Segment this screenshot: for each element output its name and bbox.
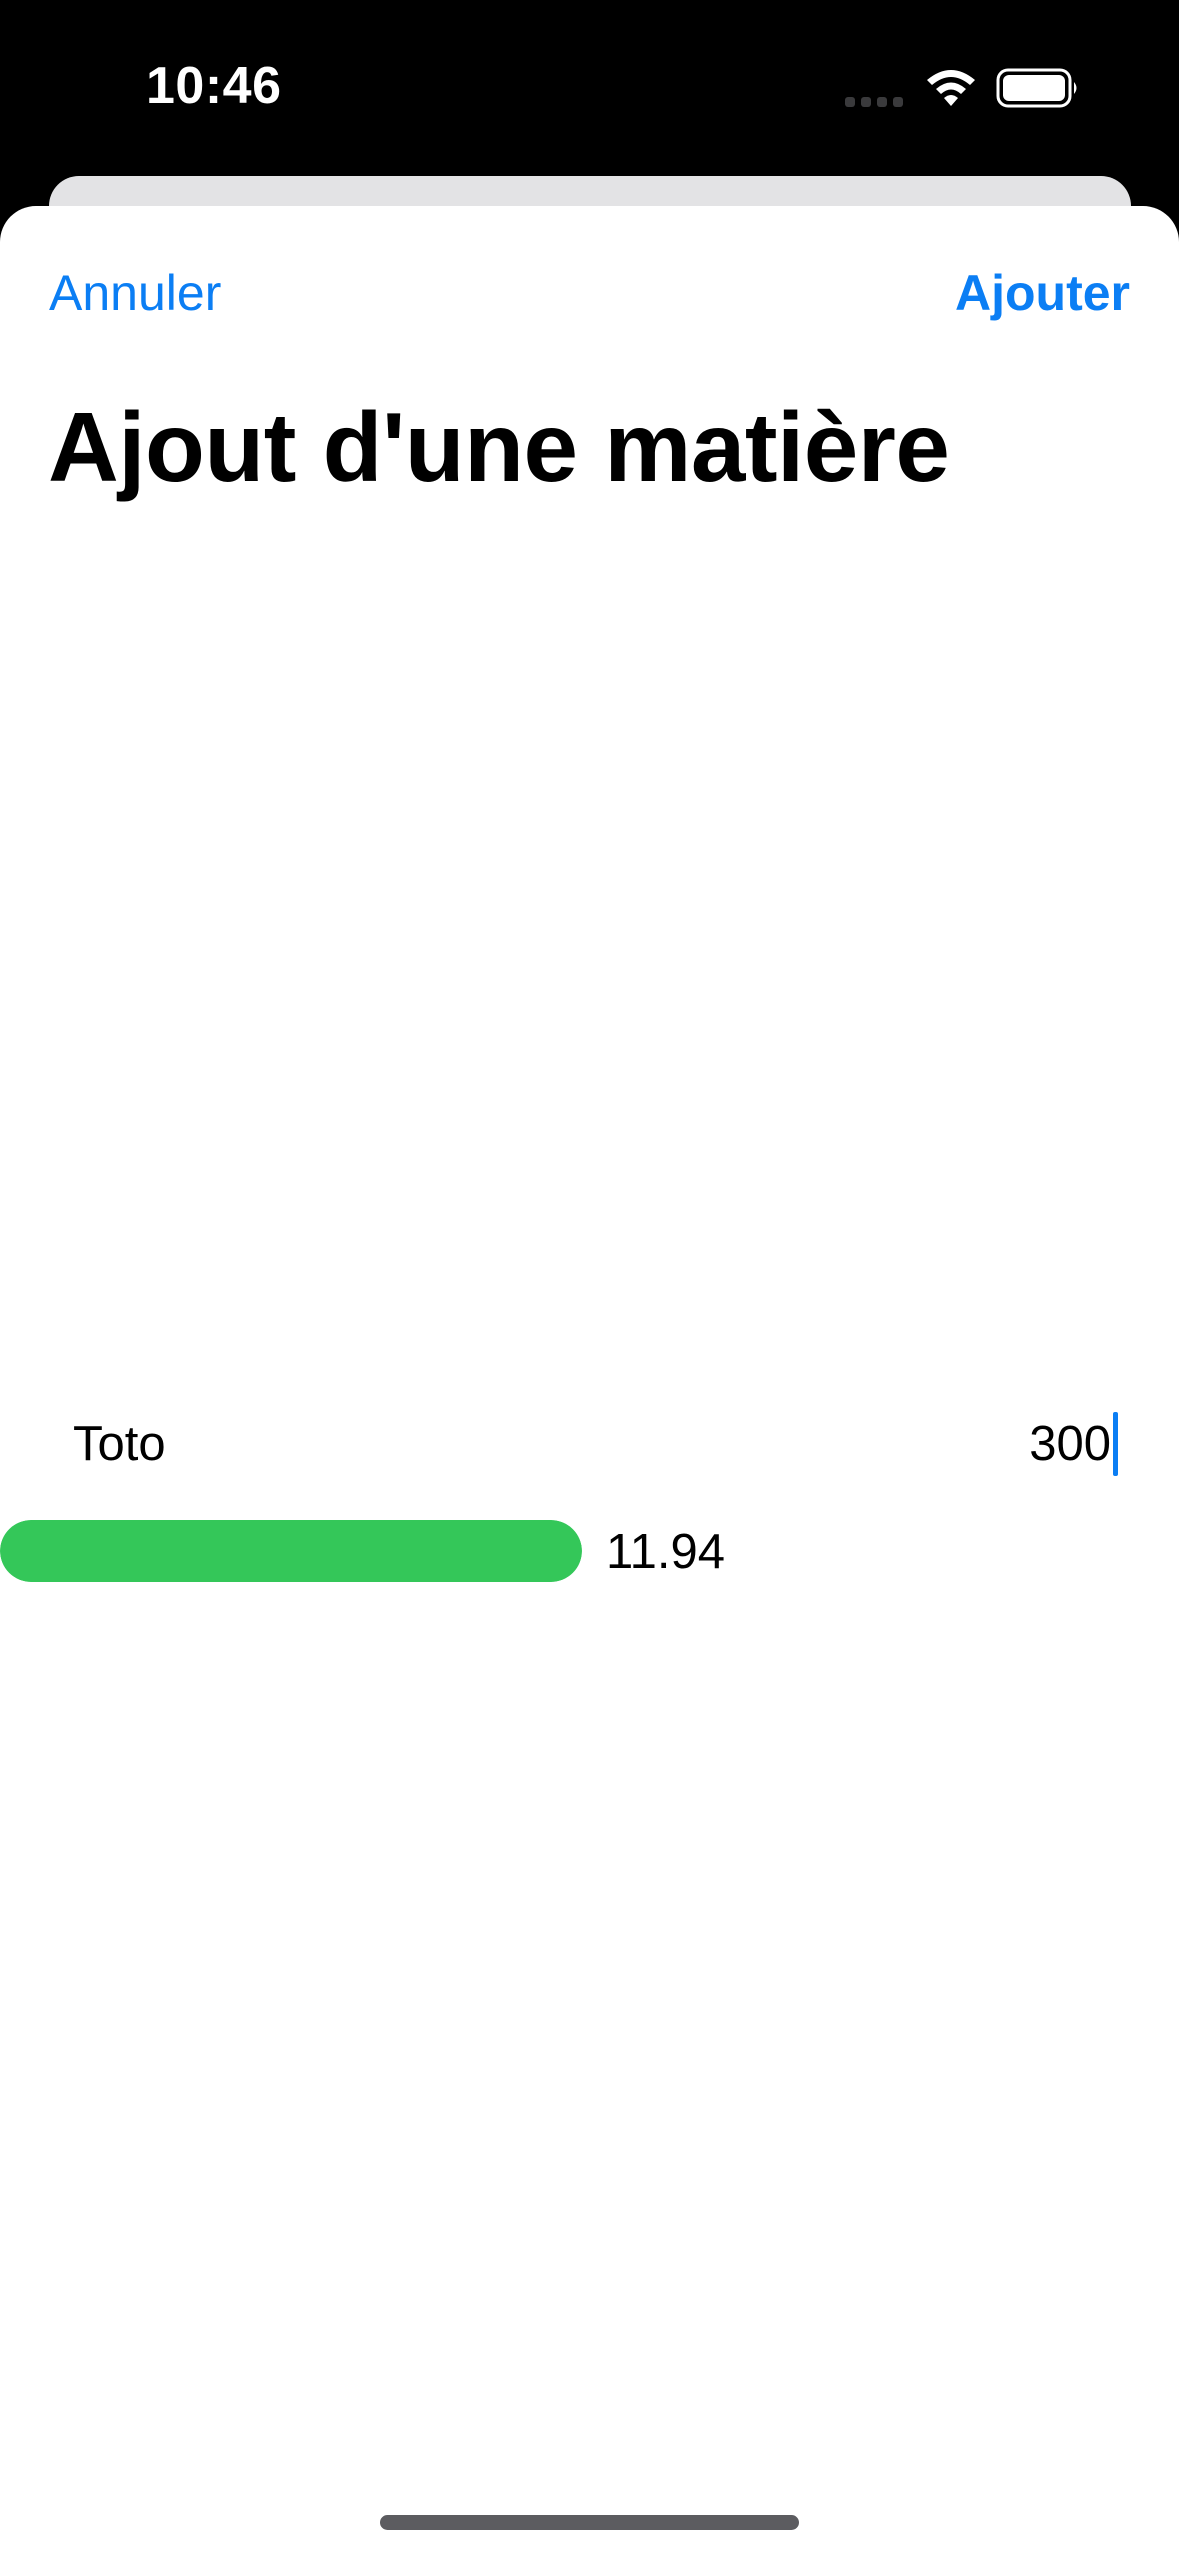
entry-name: Toto [73,1417,166,1471]
battery-icon [996,68,1077,108]
entry-value[interactable]: 300 [1029,1417,1111,1471]
home-indicator[interactable] [380,2515,799,2530]
wifi-icon [927,70,975,106]
page-title: Ajout d'une matière [48,392,950,502]
status-bar: 10:46 [0,0,1179,175]
progress-bar [0,1520,582,1582]
text-caret [1113,1412,1118,1476]
entry-row[interactable]: Toto 300 [73,1406,1118,1486]
modal-sheet: Annuler Ajouter Ajout d'une matière Toto… [0,206,1179,2556]
status-time: 10:46 [146,57,282,115]
progress-value: 11.94 [606,1525,725,1579]
entry-value-field[interactable]: 300 [1029,1406,1118,1482]
progress-row: 11.94 [0,1520,1179,1582]
cancel-button[interactable]: Annuler [49,265,222,321]
add-button[interactable]: Ajouter [955,265,1130,321]
cellular-dots-icon [845,97,903,107]
progress-fill [0,1520,582,1582]
